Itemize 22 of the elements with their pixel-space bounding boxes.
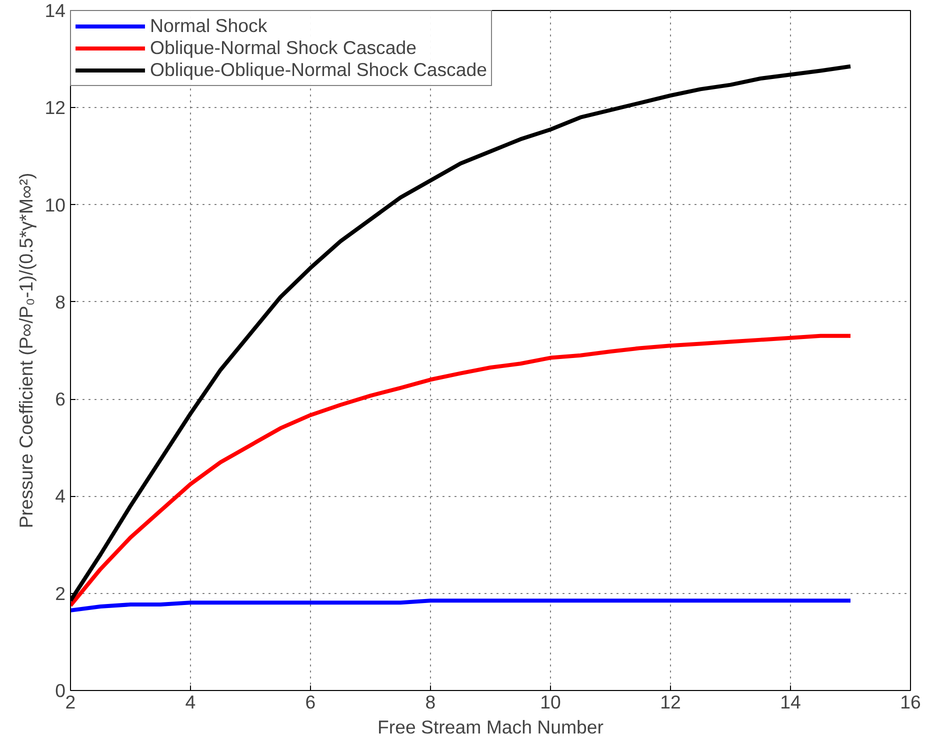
y-tick-label: 4	[55, 486, 66, 507]
y-tick-label: 10	[44, 194, 66, 216]
x-tick-label: 14	[780, 692, 801, 712]
legend-label: Normal Shock	[150, 15, 268, 37]
x-tick-label: 16	[900, 692, 921, 712]
y-tick-label: 0	[55, 680, 66, 701]
x-tick-label: 8	[425, 692, 436, 712]
y-axis-title: Pressure Coefficient (P∞/P₀-1)/(0.5*γ*M∞²)	[16, 172, 37, 528]
x-tick-label: 4	[185, 692, 196, 712]
y-tick-label: 8	[55, 291, 66, 312]
x-tick-label: 10	[540, 692, 561, 712]
y-tick-label: 6	[55, 388, 66, 410]
y-tick-label: 2	[55, 582, 66, 604]
x-tick-label: 6	[305, 692, 316, 712]
line-series	[70, 334, 852, 608]
legend-label: Oblique-Normal Shock Cascade	[150, 37, 416, 59]
y-tick-label: 12	[44, 97, 66, 118]
x-tick-label: 12	[660, 692, 681, 712]
y-tick-label: 14	[44, 0, 66, 21]
x-axis-title: Free Stream Mach Number	[377, 716, 604, 738]
line-series	[70, 598, 852, 612]
legend-label: Oblique-Oblique-Normal Shock Cascade	[150, 59, 488, 81]
